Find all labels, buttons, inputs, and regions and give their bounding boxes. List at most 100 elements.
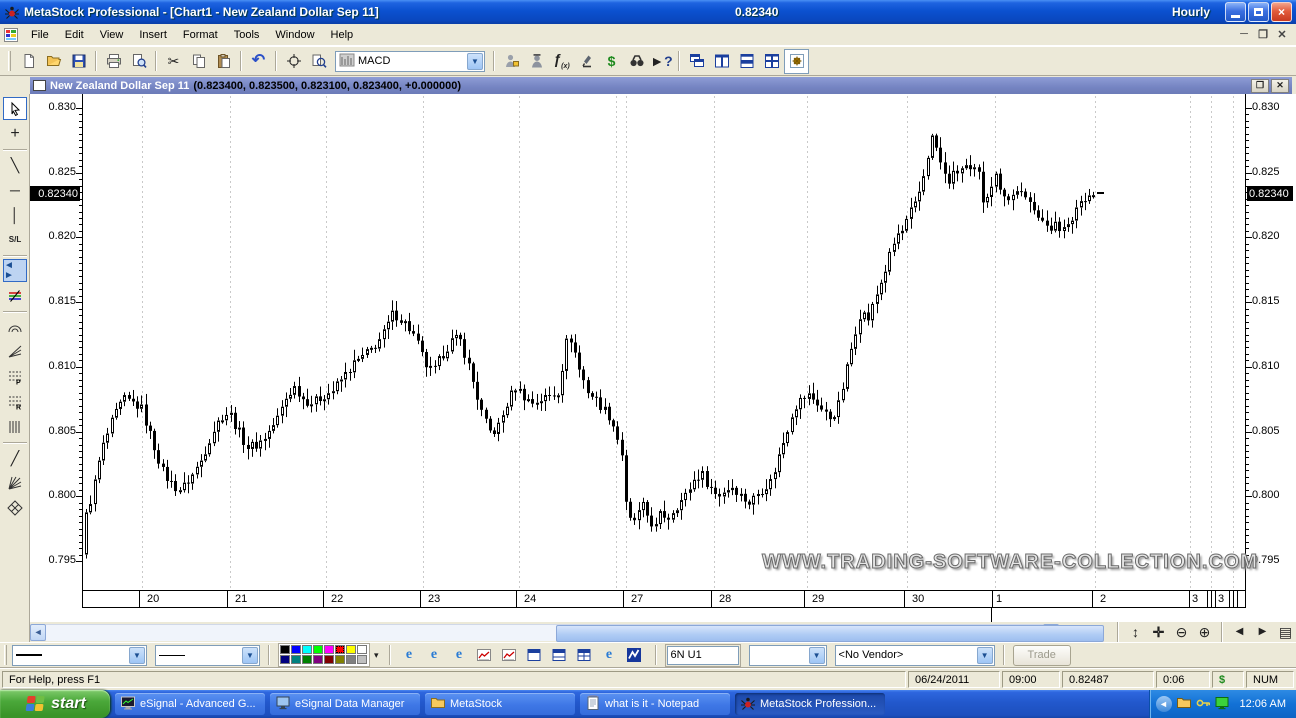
menu-window[interactable]: Window xyxy=(275,28,315,41)
color-swatch[interactable] xyxy=(324,645,334,654)
scroll-left-icon[interactable]: ◄ xyxy=(30,623,47,641)
prev-icon[interactable]: ◀ xyxy=(1235,626,1244,637)
ms-zigzag-button[interactable] xyxy=(622,643,647,668)
mdi-minimize-icon[interactable]: ─ xyxy=(1240,28,1248,40)
trade-button[interactable]: Trade xyxy=(1012,644,1071,666)
task-button[interactable]: MetaStock xyxy=(425,693,575,715)
toolbar-grip[interactable] xyxy=(8,51,11,71)
color-swatch[interactable] xyxy=(280,645,290,654)
scrollbar-track[interactable] xyxy=(46,623,1105,642)
e-button[interactable]: e xyxy=(455,647,463,662)
mdi-close-icon[interactable]: ✕ xyxy=(1277,29,1287,41)
color-swatch[interactable] xyxy=(346,655,356,664)
vertical-line-tool-icon[interactable]: │ xyxy=(10,206,20,223)
cascade-windows-button[interactable] xyxy=(684,49,709,74)
indicator-combo[interactable]: MACD ▼ xyxy=(335,50,485,72)
tray-key-icon[interactable] xyxy=(1195,695,1211,714)
chart-close-icon[interactable]: ✕ xyxy=(1271,78,1289,93)
pan-icon[interactable]: ✛ xyxy=(1152,624,1165,640)
semilog-scale-tool-icon[interactable]: S/L xyxy=(8,234,22,244)
fib-arcs-tool-icon[interactable] xyxy=(3,315,27,338)
print-button[interactable] xyxy=(101,49,126,74)
window-layout3-button[interactable] xyxy=(572,643,597,668)
color-swatch[interactable] xyxy=(302,645,312,654)
palette-dropdown-icon[interactable]: ▾ xyxy=(374,649,379,660)
color-swatch[interactable] xyxy=(357,655,367,664)
color-swatch[interactable] xyxy=(291,655,301,664)
color-swatch[interactable] xyxy=(357,645,367,654)
menu-edit[interactable]: Edit xyxy=(64,28,84,41)
color-swatch[interactable] xyxy=(313,645,323,654)
colored-lines-tool-icon[interactable] xyxy=(3,284,27,307)
zoom-out-icon[interactable]: ⊖ xyxy=(1175,624,1188,640)
toolbar-grip[interactable] xyxy=(4,645,7,665)
chart-window-title-bar[interactable]: New Zealand Dollar Sep 11 (0.823400, 0.8… xyxy=(30,77,1292,94)
help-pointer-button[interactable]: ►? xyxy=(650,53,673,69)
tile-horizontal-button[interactable] xyxy=(734,49,759,74)
color-swatch[interactable] xyxy=(335,645,345,654)
fib-fan-tool-icon[interactable] xyxy=(3,340,27,363)
expert-advisor-button[interactable] xyxy=(524,49,549,74)
expand-vertical-icon[interactable]: ↕ xyxy=(1131,624,1139,640)
fib-projection-tool-icon[interactable]: P xyxy=(3,365,27,388)
menu-file[interactable]: File xyxy=(31,28,49,41)
list-icon[interactable]: ▤ xyxy=(1278,624,1293,640)
e-button[interactable]: e xyxy=(430,647,438,662)
scrollbar-thumb[interactable] xyxy=(556,624,1105,642)
combo-dropdown-icon[interactable]: ▼ xyxy=(129,646,145,664)
period-combo[interactable]: ▼ xyxy=(748,644,827,666)
fib-timezones-tool-icon[interactable] xyxy=(3,415,27,438)
window-layout1-button[interactable] xyxy=(522,643,547,668)
new-document-button[interactable] xyxy=(16,49,41,74)
menu-view[interactable]: View xyxy=(99,28,124,41)
tile-quad-button[interactable] xyxy=(759,49,784,74)
task-button[interactable]: MetaStock Profession... xyxy=(735,693,885,715)
scroll-arrows-tool-icon[interactable]: ◄ ► xyxy=(3,259,27,282)
task-button[interactable]: what is it - Notepad xyxy=(580,693,730,715)
mdi-restore-icon[interactable]: ❐ xyxy=(1258,29,1268,41)
color-swatch[interactable] xyxy=(335,655,345,664)
close-button[interactable]: × xyxy=(1271,2,1292,22)
task-button[interactable]: eSignal Data Manager xyxy=(270,693,420,715)
vendor-combo[interactable]: <No Vendor> ▼ xyxy=(834,644,995,666)
color-swatch[interactable] xyxy=(291,645,301,654)
chart-restore-icon[interactable]: ❐ xyxy=(1251,78,1269,93)
save-button[interactable] xyxy=(66,49,91,74)
color-swatch[interactable] xyxy=(346,645,356,654)
symbol-input[interactable]: 6N U1 xyxy=(666,645,739,665)
print-preview-button[interactable] xyxy=(126,49,151,74)
restore-button[interactable] xyxy=(1248,2,1269,22)
zoom-in-icon[interactable]: ⊕ xyxy=(1198,624,1211,640)
combo-dropdown-icon[interactable]: ▼ xyxy=(808,646,825,664)
zoom-page-button[interactable] xyxy=(306,49,331,74)
color-swatch[interactable] xyxy=(302,655,312,664)
menu-tools[interactable]: Tools xyxy=(233,28,260,41)
trendline-down-tool-icon[interactable]: ╲ xyxy=(10,156,20,173)
cut-button[interactable]: ✂ xyxy=(167,53,180,69)
tile-vertical-button[interactable] xyxy=(709,49,734,74)
indicator-fx-button[interactable]: ƒ(x) xyxy=(553,51,570,70)
dollar-button[interactable]: $ xyxy=(607,53,616,69)
paste-button[interactable] xyxy=(211,49,236,74)
security-lock-button[interactable] xyxy=(499,49,524,74)
system-gear-button[interactable] xyxy=(784,48,809,74)
horizontal-line-tool-icon[interactable]: ─ xyxy=(10,181,20,198)
explorer-button[interactable] xyxy=(574,49,599,74)
menu-insert[interactable]: Insert xyxy=(139,28,167,41)
menu-help[interactable]: Help xyxy=(330,28,354,41)
line-style-combo[interactable]: ▼ xyxy=(12,644,147,666)
menu-format[interactable]: Format xyxy=(182,28,218,41)
crosshair-target-button[interactable] xyxy=(281,49,306,74)
copy-button[interactable] xyxy=(186,49,211,74)
open-folder-button[interactable] xyxy=(41,49,66,74)
minimize-button[interactable] xyxy=(1225,2,1246,22)
gann-grid-tool-icon[interactable] xyxy=(3,496,27,519)
next-icon[interactable]: ▶ xyxy=(1258,626,1267,637)
tray-folder-icon[interactable] xyxy=(1176,695,1192,714)
line-weight-combo[interactable]: ▼ xyxy=(155,644,260,666)
e-button[interactable]: e xyxy=(605,647,613,662)
candlestick-chart[interactable] xyxy=(74,94,1254,590)
gann-fan-tool-icon[interactable] xyxy=(3,471,27,494)
trendline-up-tool-icon[interactable]: ╱ xyxy=(10,449,20,466)
combo-dropdown-icon[interactable]: ▼ xyxy=(242,646,258,664)
